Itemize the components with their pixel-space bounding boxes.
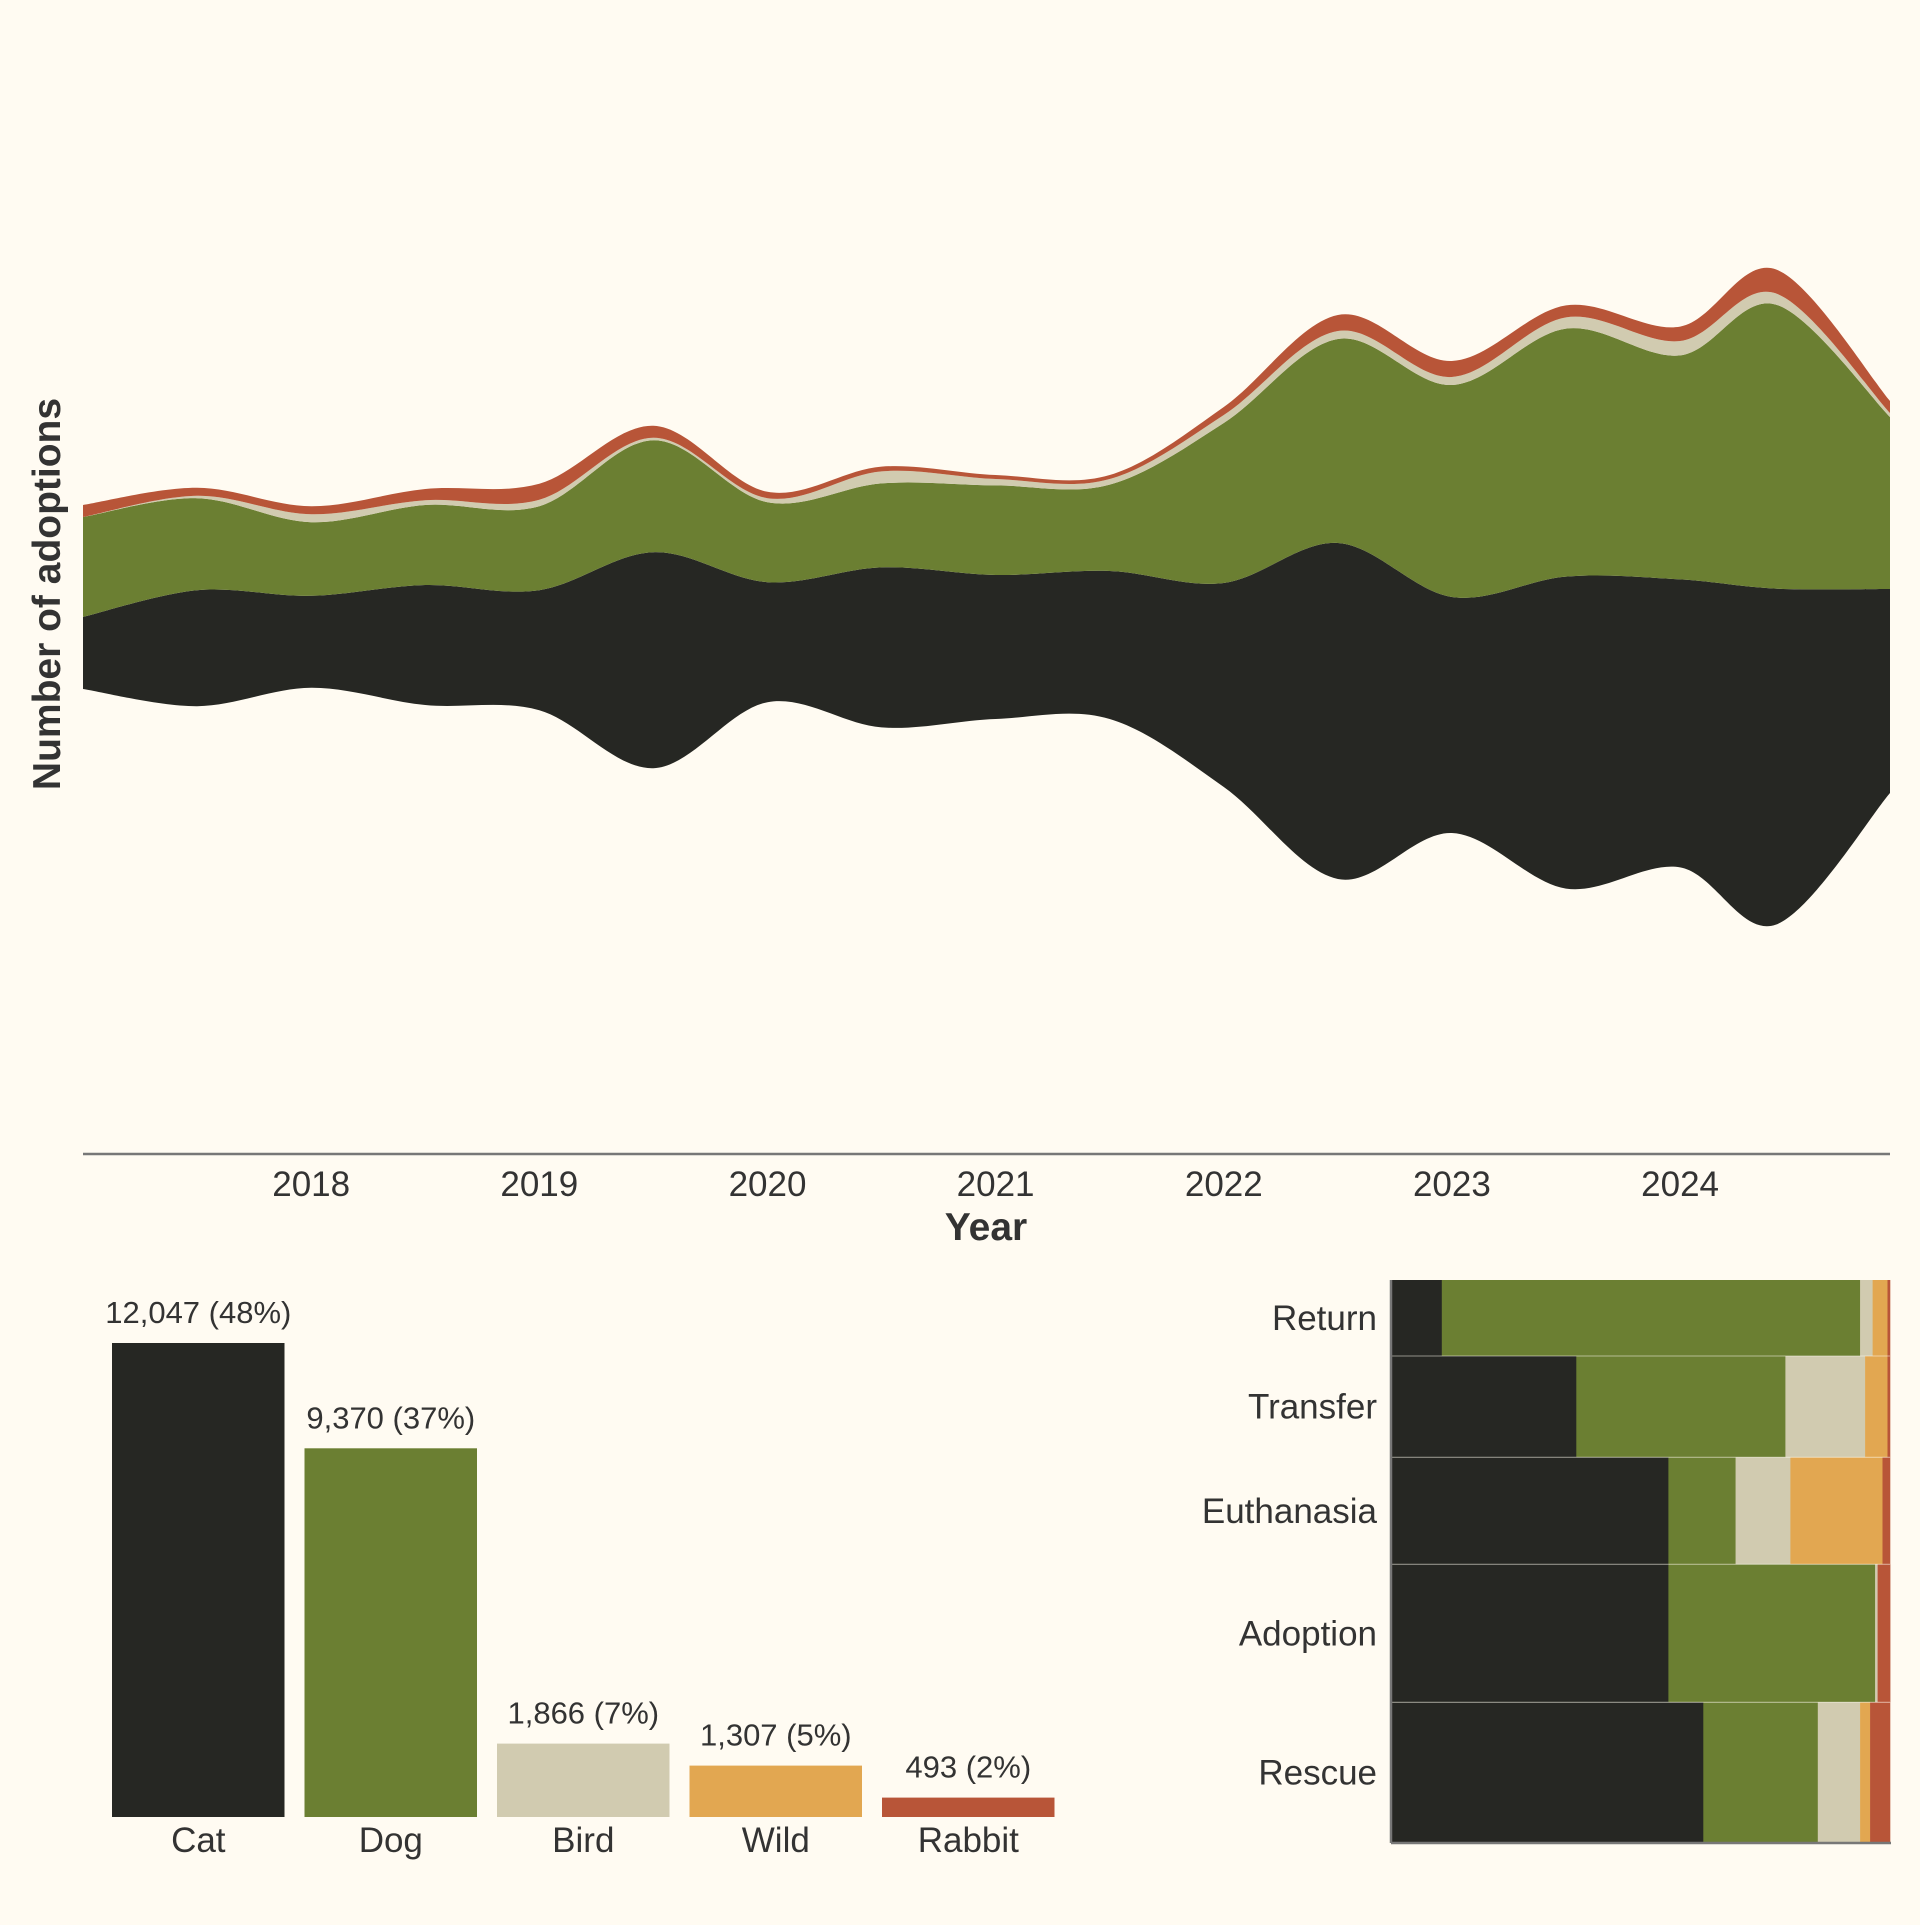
bar-category-label: Bird (552, 1821, 614, 1860)
bar-category-label: Cat (171, 1821, 226, 1860)
bar-category-label: Dog (359, 1821, 423, 1860)
y-axis-title: Number of adoptions (26, 398, 69, 790)
bar-value-label: 1,866 (7%) (507, 1696, 659, 1731)
mekko-cell-euthanasia-rabbit (1882, 1457, 1891, 1565)
x-tick-label: 2024 (1641, 1165, 1719, 1204)
bar-rabbit (882, 1797, 1055, 1817)
x-tick-label: 2022 (1185, 1165, 1263, 1204)
x-tick-labels: 2018 2019 2020 2021 2022 2023 2024 (272, 1165, 1719, 1204)
mekko-cell-transfer-rabbit (1887, 1356, 1891, 1458)
mekko-cell-euthanasia-dog (1668, 1457, 1736, 1565)
bar-dog (304, 1448, 477, 1817)
x-axis-title: Year (945, 1206, 1027, 1249)
mekko-cell-return-wild (1872, 1280, 1888, 1356)
x-tick-label: 2023 (1413, 1165, 1491, 1204)
mekko-cell-return-cat (1392, 1280, 1443, 1356)
x-tick-label: 2021 (957, 1165, 1035, 1204)
x-tick-label: 2019 (500, 1165, 578, 1204)
mekko-cell-rescue-bird (1817, 1702, 1861, 1844)
stream-layer-dog (83, 303, 1890, 617)
mekko-cell-adoption-cat (1392, 1564, 1669, 1703)
mekko-cell-return-dog (1441, 1280, 1861, 1356)
bar-value-label: 493 (2%) (905, 1750, 1031, 1785)
bar-bird (497, 1743, 670, 1817)
mekko-cell-euthanasia-cat (1392, 1457, 1669, 1565)
mekko-cell-euthanasia-wild (1790, 1457, 1883, 1565)
mekko-cell-rescue-wild (1860, 1702, 1871, 1844)
x-tick-label: 2018 (272, 1165, 350, 1204)
mekko-cell-adoption-dog (1668, 1564, 1876, 1703)
mekko-row-label: Adoption (1239, 1614, 1377, 1653)
marimekko-row-labels: Return Transfer Euthanasia Adoption Rescue (1202, 1299, 1378, 1793)
bar-value-label: 12,047 (48%) (105, 1295, 291, 1330)
bar-category-label: Rabbit (918, 1821, 1019, 1860)
bar-value-label: 1,307 (5%) (700, 1718, 852, 1753)
stream-layers (83, 267, 1890, 927)
mekko-row-label: Rescue (1258, 1754, 1377, 1793)
x-tick-label: 2020 (729, 1165, 807, 1204)
bar-cat (112, 1343, 285, 1817)
mekko-cell-return-bird (1860, 1280, 1873, 1356)
mekko-row-label: Return (1272, 1299, 1377, 1338)
species-bar-panel: 12,047 (48%) Cat 9,370 (37%) Dog 1,866 (7%) B… (105, 1295, 1055, 1860)
mekko-cell-return-rabbit (1887, 1280, 1891, 1356)
mekko-cell-transfer-wild (1865, 1356, 1888, 1458)
bar-value-label: 9,370 (37%) (306, 1400, 475, 1435)
mekko-row-label: Euthanasia (1202, 1492, 1378, 1531)
bar-category-label: Wild (742, 1821, 810, 1860)
mekko-cell-transfer-cat (1392, 1356, 1577, 1458)
marimekko-cells (1392, 1280, 1891, 1844)
streamgraph-panel: 2018 2019 2020 2021 2022 2023 2024 Year Number… (26, 267, 1890, 1249)
outcome-marimekko-panel: Return Transfer Euthanasia Adoption Rescue (1202, 1280, 1891, 1845)
mekko-cell-rescue-cat (1392, 1702, 1704, 1844)
mekko-cell-adoption-bird (1875, 1564, 1878, 1703)
mekko-cell-euthanasia-bird (1735, 1457, 1791, 1565)
stream-layer-cat (83, 542, 1890, 927)
mekko-cell-rescue-dog (1703, 1702, 1819, 1844)
mekko-row-label: Transfer (1248, 1388, 1377, 1427)
mekko-cell-transfer-dog (1576, 1356, 1786, 1458)
bar-wild (689, 1765, 862, 1817)
mekko-cell-rescue-rabbit (1870, 1702, 1891, 1844)
mekko-cell-adoption-rabbit (1877, 1564, 1891, 1703)
mekko-cell-transfer-bird (1785, 1356, 1866, 1458)
